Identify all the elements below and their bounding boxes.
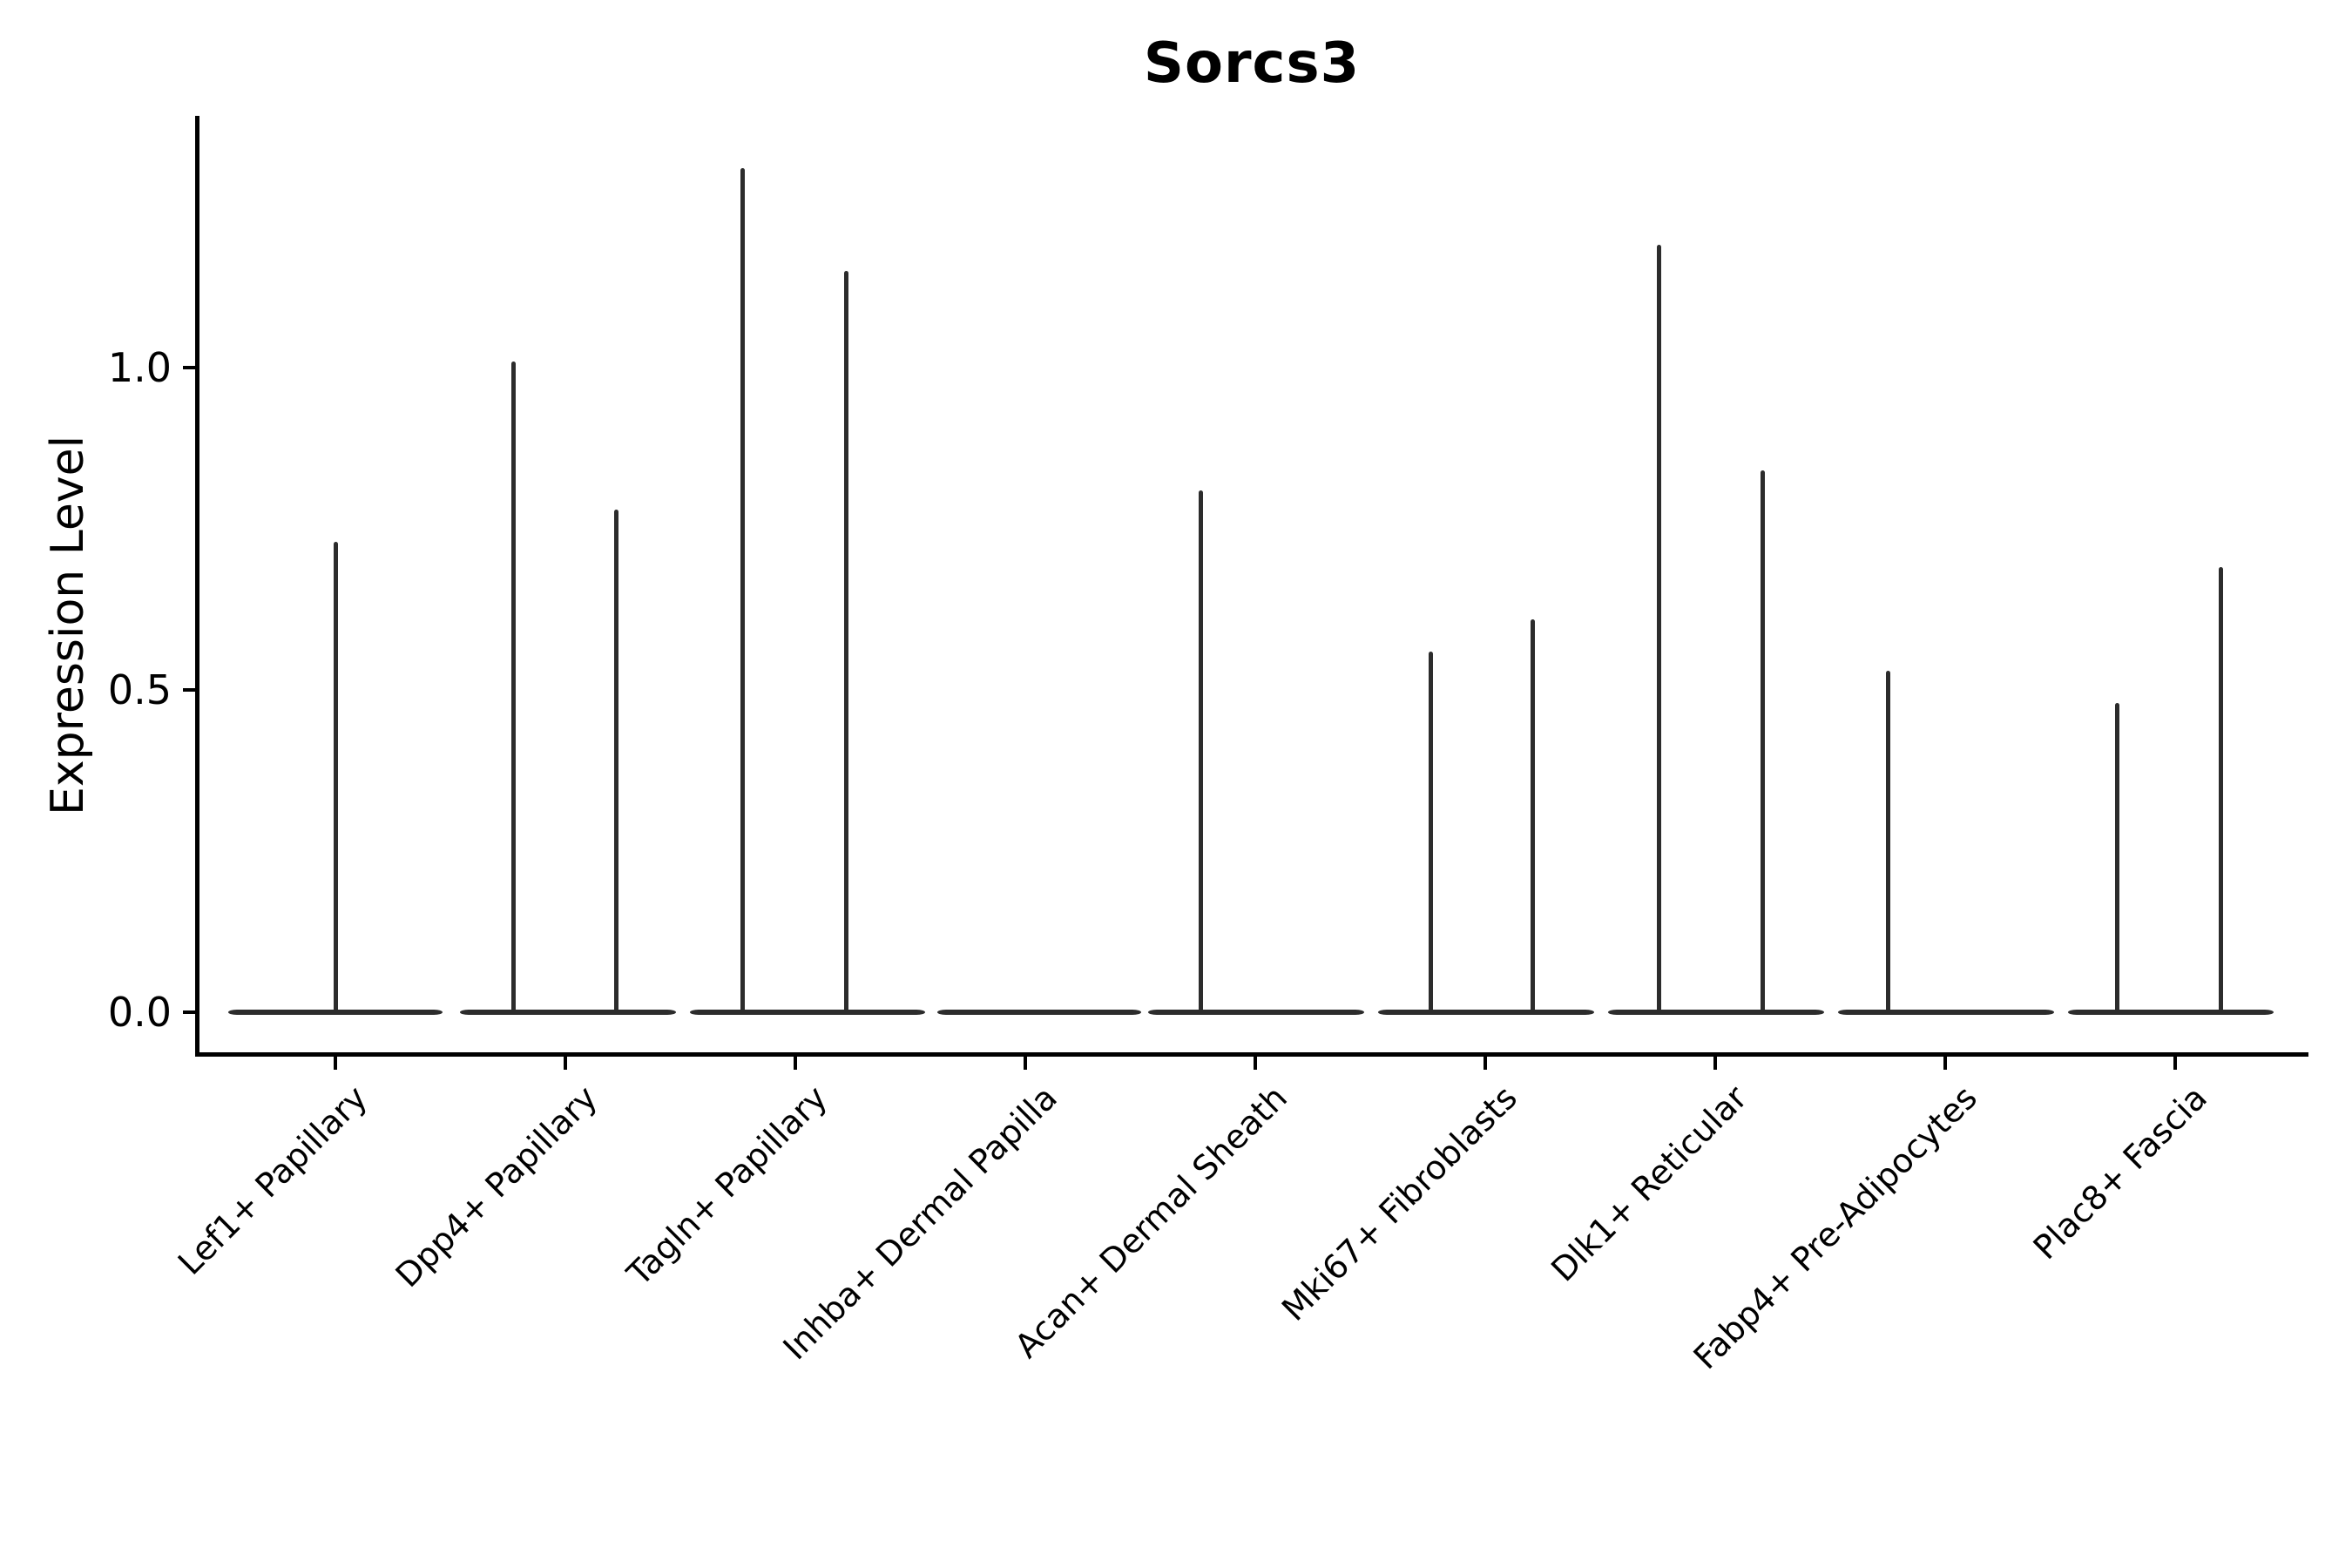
violin-density-spike xyxy=(740,167,745,1012)
violin-density-spike xyxy=(2114,702,2119,1012)
violin-body-zero xyxy=(2068,1010,2274,1015)
x-axis-tick xyxy=(2173,1057,2177,1070)
violin-density-spike xyxy=(843,271,848,1012)
x-tick-label: Tagln+ Papillary xyxy=(619,1078,835,1294)
x-tick-label: Dpp4+ Papillary xyxy=(388,1078,605,1295)
violin-density-spike xyxy=(2218,567,2223,1012)
x-tick-label: Inhba+ Dermal Papilla xyxy=(775,1078,1064,1368)
plot-title: Sorcs3 xyxy=(1143,31,1361,96)
x-tick-label: Lef1+ Papillary xyxy=(170,1078,375,1282)
x-axis-spine xyxy=(195,1052,2308,1057)
x-axis-tick xyxy=(1024,1057,1027,1070)
violin-body-zero xyxy=(228,1010,443,1015)
violin-body-zero xyxy=(690,1010,925,1015)
y-axis-tick xyxy=(183,366,195,369)
violin-body-zero xyxy=(1838,1010,2054,1015)
y-tick-label: 0.5 xyxy=(107,666,172,713)
violin-body-zero xyxy=(1378,1010,1594,1015)
x-axis-tick xyxy=(1943,1057,1947,1070)
violin-body-zero xyxy=(1148,1010,1364,1015)
y-axis-tick xyxy=(183,1010,195,1014)
violin-density-spike xyxy=(1656,245,1661,1012)
violin-density-spike xyxy=(1428,651,1433,1012)
violin-body-zero xyxy=(1608,1010,1824,1015)
x-tick-label: Plac8+ Fascia xyxy=(2025,1078,2214,1267)
x-tick-label: Dlk1+ Reticular xyxy=(1544,1078,1754,1289)
violin-body-zero xyxy=(460,1010,676,1015)
y-tick-label: 1.0 xyxy=(107,344,172,391)
violin-density-spike xyxy=(613,509,618,1012)
violin-density-spike xyxy=(1760,470,1765,1012)
x-axis-tick xyxy=(564,1057,567,1070)
violin-density-spike xyxy=(333,541,338,1012)
y-axis-tick xyxy=(183,688,195,692)
x-axis-tick xyxy=(334,1057,337,1070)
violin-body-zero xyxy=(937,1010,1141,1015)
violin-density-spike xyxy=(510,361,516,1012)
x-tick-label: Fabp4+ Pre-Adipocytes xyxy=(1686,1078,1984,1377)
x-axis-tick xyxy=(1713,1057,1717,1070)
violin-density-spike xyxy=(1198,490,1203,1012)
x-axis-tick xyxy=(794,1057,797,1070)
x-axis-tick xyxy=(1254,1057,1257,1070)
x-tick-label: Mki67+ Fibroblasts xyxy=(1274,1078,1524,1328)
x-tick-label: Acan+ Dermal Sheath xyxy=(1007,1078,1294,1366)
y-tick-label: 0.0 xyxy=(107,989,172,1036)
x-axis-tick xyxy=(1484,1057,1487,1070)
violin-density-spike xyxy=(1530,618,1535,1012)
y-axis-label: Expression Level xyxy=(42,435,94,816)
violin-density-spike xyxy=(1885,670,1890,1012)
y-axis-spine xyxy=(195,116,199,1057)
